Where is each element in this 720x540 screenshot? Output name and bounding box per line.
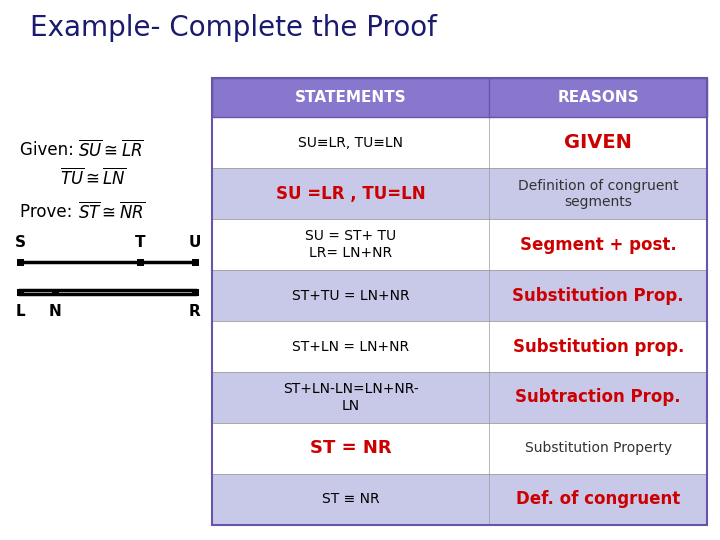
Text: Substitution prop.: Substitution prop. xyxy=(513,338,684,355)
Text: Segment + post.: Segment + post. xyxy=(520,235,677,254)
Text: ST ≡ NR: ST ≡ NR xyxy=(322,492,379,507)
Bar xyxy=(212,219,707,270)
Bar xyxy=(212,78,707,525)
Text: T: T xyxy=(135,235,145,250)
Text: R: R xyxy=(189,304,201,319)
Bar xyxy=(212,423,707,474)
Text: SU≡LR, TU≡LN: SU≡LR, TU≡LN xyxy=(298,136,403,150)
Text: $\overline{TU}\cong\overline{LN}$: $\overline{TU}\cong\overline{LN}$ xyxy=(60,167,127,188)
Text: $\overline{SU}\cong\overline{LR}$: $\overline{SU}\cong\overline{LR}$ xyxy=(78,139,144,160)
Text: Subtraction Prop.: Subtraction Prop. xyxy=(516,388,681,407)
Text: Given:: Given: xyxy=(20,141,79,159)
Text: $\overline{ST}\cong\overline{NR}$: $\overline{ST}\cong\overline{NR}$ xyxy=(78,201,145,222)
Bar xyxy=(192,259,199,266)
Text: Definition of congruent
segments: Definition of congruent segments xyxy=(518,179,678,209)
Text: ST+LN = LN+NR: ST+LN = LN+NR xyxy=(292,340,410,354)
Text: Def. of congruent: Def. of congruent xyxy=(516,490,680,508)
Text: ST+TU = LN+NR: ST+TU = LN+NR xyxy=(292,288,410,302)
Bar xyxy=(212,117,707,168)
Text: SU = ST+ TU
LR= LN+NR: SU = ST+ TU LR= LN+NR xyxy=(305,230,397,260)
Bar xyxy=(192,288,199,295)
Text: Example- Complete the Proof: Example- Complete the Proof xyxy=(30,14,437,42)
Bar xyxy=(137,259,143,266)
Text: REASONS: REASONS xyxy=(557,90,639,105)
Text: N: N xyxy=(49,304,61,319)
Bar xyxy=(17,259,24,266)
Bar xyxy=(212,168,707,219)
Text: SU =LR , TU=LN: SU =LR , TU=LN xyxy=(276,185,426,202)
Text: STATEMENTS: STATEMENTS xyxy=(295,90,407,105)
Bar xyxy=(212,270,707,321)
Text: L: L xyxy=(15,304,24,319)
Text: U: U xyxy=(189,235,201,250)
Bar xyxy=(17,288,24,295)
Bar xyxy=(212,474,707,525)
Text: ST+LN-LN=LN+NR-
LN: ST+LN-LN=LN+NR- LN xyxy=(283,382,419,413)
Text: Prove:: Prove: xyxy=(20,203,78,221)
Bar xyxy=(212,372,707,423)
Bar xyxy=(52,288,58,295)
Text: Substitution Property: Substitution Property xyxy=(525,441,672,455)
Bar xyxy=(212,78,707,117)
Text: ST = NR: ST = NR xyxy=(310,440,392,457)
Text: GIVEN: GIVEN xyxy=(564,133,632,152)
Text: S: S xyxy=(14,235,25,250)
Text: Substitution Prop.: Substitution Prop. xyxy=(513,287,684,305)
Bar xyxy=(212,321,707,372)
